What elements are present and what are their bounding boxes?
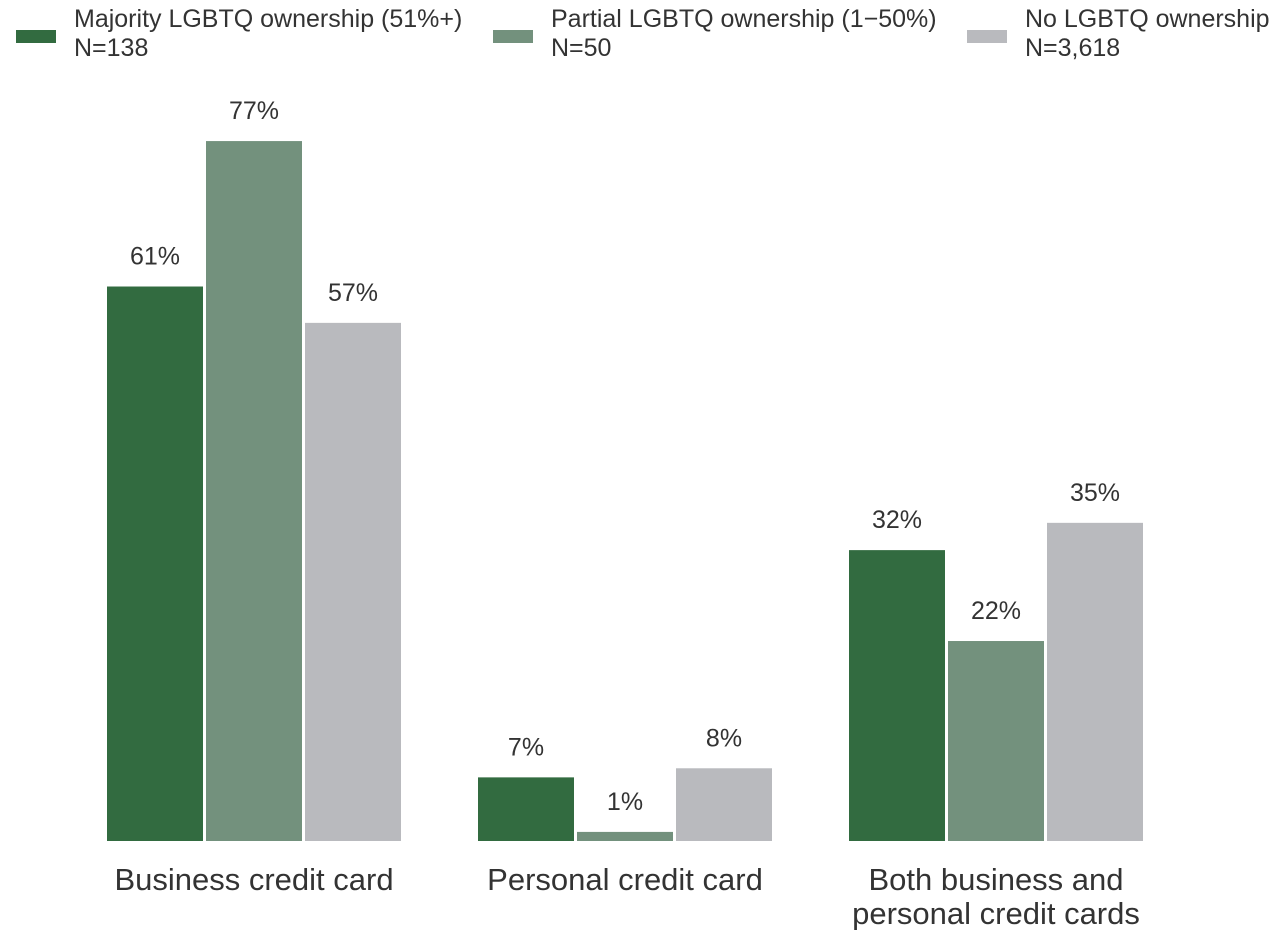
bar: [1047, 522, 1143, 841]
bar: [478, 777, 574, 841]
bar: [577, 831, 673, 841]
legend-series-name: Partial LGBTQ ownership (1−50%): [551, 5, 937, 33]
legend-swatch: [493, 30, 533, 43]
data-label: 61%: [130, 243, 180, 271]
bars: [107, 141, 1143, 841]
bar: [305, 322, 401, 841]
data-label: 57%: [328, 279, 378, 307]
bar: [948, 641, 1044, 841]
bar: [676, 768, 772, 841]
category-label: Both business and: [868, 862, 1123, 897]
data-label: 1%: [607, 788, 643, 816]
data-label: 77%: [229, 97, 279, 125]
category-label: personal credit cards: [852, 896, 1140, 930]
bar: [849, 550, 945, 841]
data-label: 35%: [1070, 479, 1120, 507]
category-label: Personal credit card: [487, 862, 763, 897]
data-label: 8%: [706, 724, 742, 752]
category-labels: Business credit card Personal credit card…: [114, 862, 1139, 930]
legend-sample-size: N=50: [551, 34, 611, 62]
data-label: 22%: [971, 597, 1021, 625]
bar: [206, 141, 302, 841]
legend-swatch: [16, 30, 56, 43]
data-label: 32%: [872, 506, 922, 534]
legend-swatch: [967, 30, 1007, 43]
legend: Majority LGBTQ ownership (51%+)N=138 Part…: [16, 5, 1270, 62]
legend-sample-size: N=138: [74, 34, 148, 62]
legend-series-name: No LGBTQ ownership: [1025, 5, 1270, 33]
data-label: 7%: [508, 733, 544, 761]
bar: [107, 286, 203, 841]
legend-series-name: Majority LGBTQ ownership (51%+): [74, 5, 462, 33]
category-label: Business credit card: [114, 862, 393, 897]
value-labels: 61% 77% 57% 7% 1% 8% 32% 22% 35%: [130, 97, 1120, 816]
legend-sample-size: N=3,618: [1025, 34, 1120, 62]
